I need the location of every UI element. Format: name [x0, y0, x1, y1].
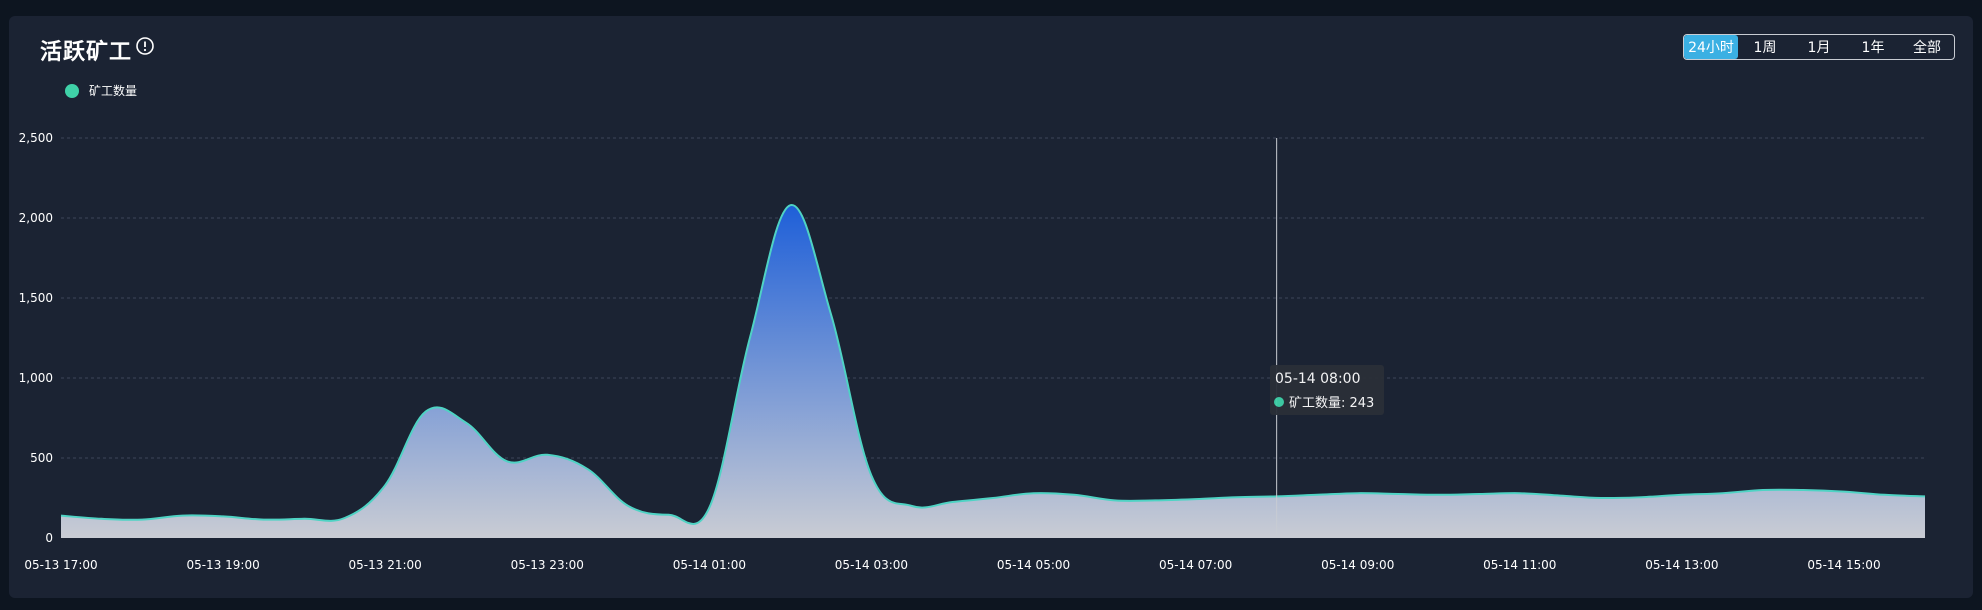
panel-title: 活跃矿工 [40, 40, 133, 65]
x-tick-label: 05-13 17:00 [24, 558, 97, 572]
x-tick-label: 05-14 09:00 [1321, 558, 1394, 572]
range-1m-button[interactable]: 1月 [1807, 40, 1831, 56]
info-circle-icon[interactable] [135, 36, 155, 56]
range-24h-button[interactable]: 24小时 [1684, 35, 1738, 59]
y-tick-label: 0 [45, 531, 53, 545]
range-all-button[interactable]: 全部 [1913, 40, 1941, 56]
x-tick-label: 05-14 11:00 [1483, 558, 1556, 572]
series-line [60, 204, 1926, 525]
x-tick-label: 05-13 23:00 [511, 558, 584, 572]
chart-legend[interactable]: 矿工数量 [65, 82, 137, 99]
y-tick-label: 1,500 [19, 291, 53, 305]
x-tick-label: 05-14 07:00 [1159, 558, 1232, 572]
y-tick-label: 2,000 [19, 211, 53, 225]
x-tick-label: 05-13 19:00 [186, 558, 259, 572]
legend-marker [65, 83, 79, 98]
time-range-selector: 24小时 1周 1月 1年 全部 [1683, 34, 1955, 60]
series-area [61, 204, 1925, 538]
range-1y-button[interactable]: 1年 [1861, 40, 1885, 56]
y-tick-label: 2,500 [19, 131, 53, 145]
range-1w-button[interactable]: 1周 [1753, 40, 1777, 56]
legend-label: 矿工数量 [89, 84, 138, 98]
x-tick-label: 05-14 13:00 [1645, 558, 1718, 572]
tooltip-title: 05-14 08:00 [1275, 371, 1361, 387]
x-tick-label: 05-14 01:00 [673, 558, 746, 572]
x-tick-label: 05-14 15:00 [1807, 558, 1880, 572]
x-tick-label: 05-14 05:00 [997, 558, 1070, 572]
y-tick-label: 1,000 [19, 371, 53, 385]
y-tick-label: 500 [30, 451, 53, 465]
chart-tooltip: 05-14 08:00 矿工数量: 243 [1270, 365, 1384, 415]
x-tick-label: 05-13 21:00 [349, 558, 422, 572]
x-tick-label: 05-14 03:00 [835, 558, 908, 572]
tooltip-marker [1274, 396, 1284, 407]
tooltip-row: 矿工数量: 243 [1274, 392, 1374, 411]
tooltip-value: 矿工数量: 243 [1289, 396, 1375, 411]
